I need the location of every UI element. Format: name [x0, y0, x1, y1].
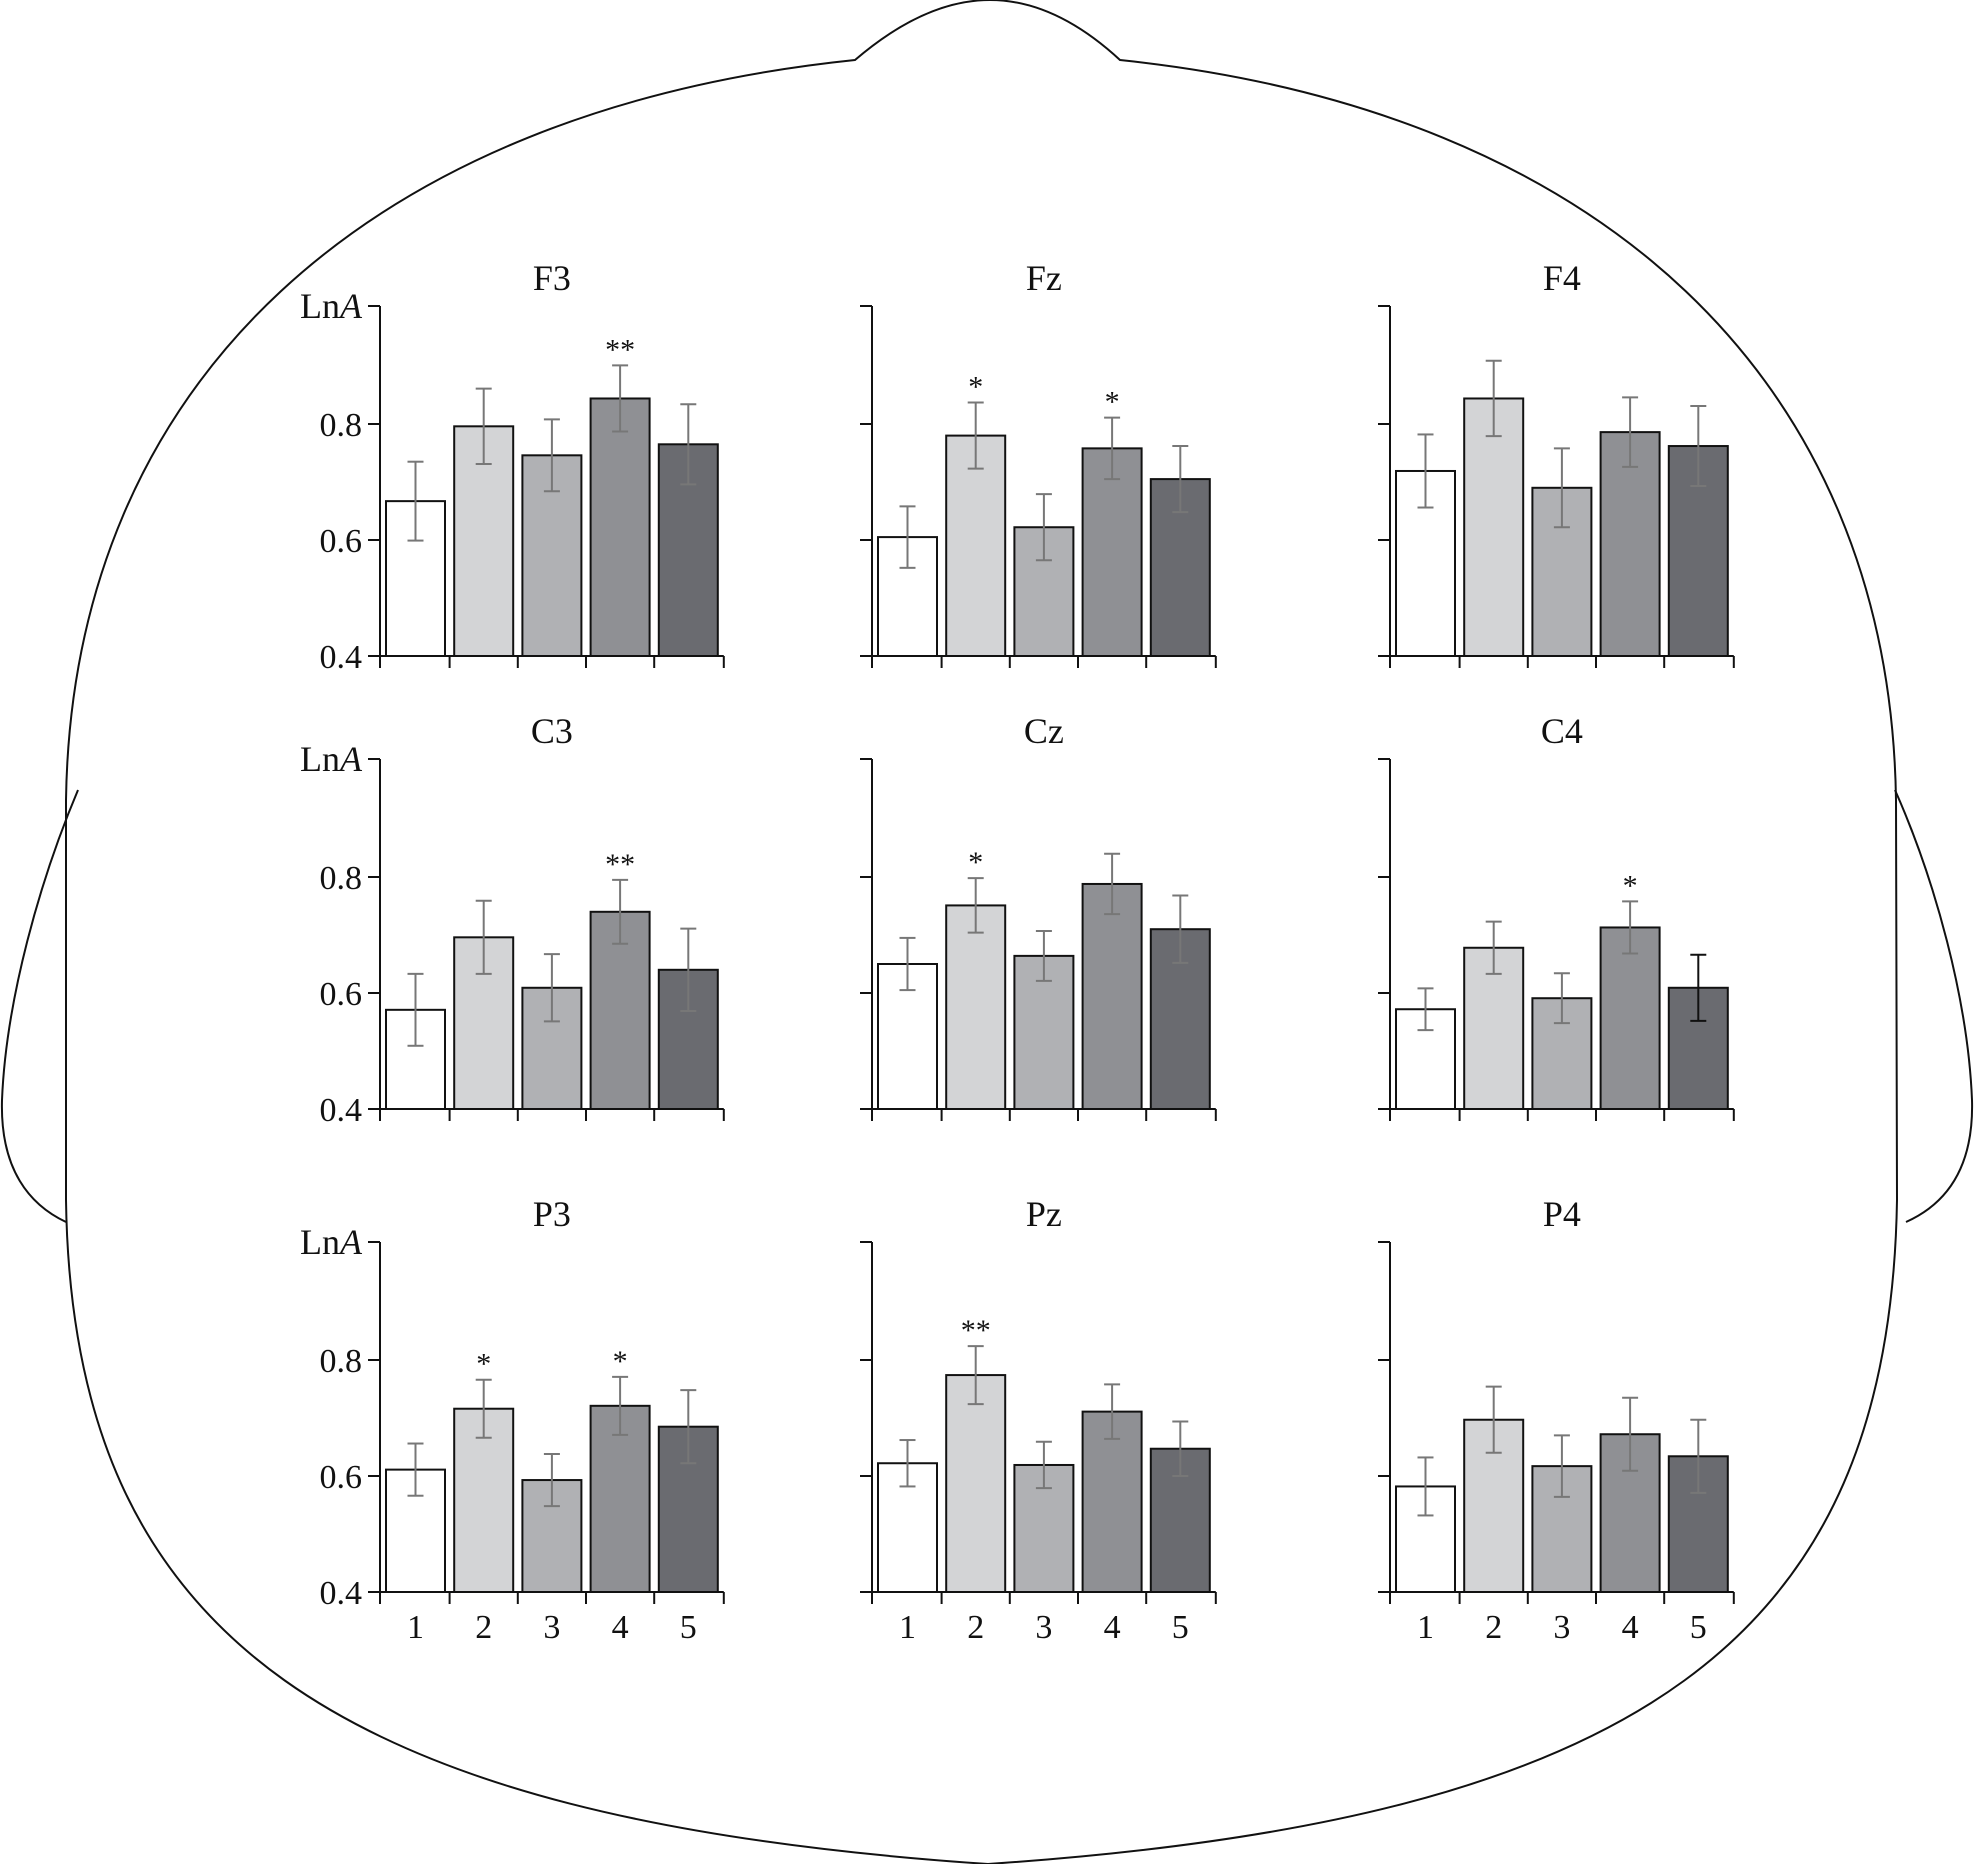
- bar: [1463, 397, 1525, 657]
- y-tick-label: 0.4: [320, 1575, 363, 1612]
- significance-marker: *: [968, 846, 983, 879]
- head-outline: [65, 0, 1899, 1864]
- panel-title: C3: [531, 711, 573, 751]
- x-tick-label: 5: [680, 1609, 697, 1646]
- x-tick-label: 4: [1104, 1609, 1121, 1646]
- significance-marker: **: [605, 848, 635, 881]
- y-axis-label: LnA: [300, 286, 363, 326]
- panel-title: Pz: [1026, 1194, 1062, 1234]
- bar: [453, 425, 515, 657]
- y-axis-label-prefix: Ln: [300, 286, 340, 326]
- x-tick-label: 5: [1172, 1609, 1189, 1646]
- y-axis-label-prefix: Ln: [300, 739, 340, 779]
- bar: [589, 397, 651, 657]
- right-ear-outline: [1894, 789, 1974, 1223]
- y-axis-label-variable: A: [338, 1222, 363, 1262]
- bar: [1081, 882, 1143, 1111]
- significance-marker: *: [613, 1345, 628, 1378]
- x-tick-label: 5: [1690, 1609, 1707, 1646]
- significance-marker: *: [968, 371, 983, 404]
- y-tick-label: 0.4: [320, 1092, 363, 1129]
- x-tick-label: 3: [1553, 1609, 1570, 1646]
- panel-title: C4: [1541, 711, 1583, 751]
- chart-panel-fz: Fz * *: [860, 258, 1217, 668]
- y-axis-label-prefix: Ln: [300, 1222, 340, 1262]
- y-tick-label: 0.8: [320, 407, 363, 444]
- y-axis-label-variable: A: [338, 739, 363, 779]
- y-axis-label-variable: A: [338, 286, 363, 326]
- x-tick-label: 3: [1035, 1609, 1052, 1646]
- panel-title: P3: [533, 1194, 571, 1234]
- x-tick-label: 3: [543, 1609, 560, 1646]
- y-axis-label: LnA: [300, 1222, 363, 1262]
- bar: [1599, 926, 1661, 1111]
- panel-title: F3: [533, 258, 571, 298]
- panel-title: Cz: [1024, 711, 1064, 751]
- significance-marker: **: [605, 333, 635, 366]
- y-tick-label: 0.6: [320, 523, 363, 560]
- x-tick-label: 1: [899, 1609, 916, 1646]
- bar: [1081, 1410, 1143, 1593]
- x-tick-label: 2: [1485, 1609, 1502, 1646]
- bar: [945, 434, 1007, 657]
- x-tick-label: 4: [612, 1609, 629, 1646]
- panel-title: F4: [1543, 258, 1581, 298]
- bar: [385, 500, 446, 658]
- significance-marker: *: [476, 1348, 491, 1381]
- significance-marker: **: [961, 1314, 991, 1347]
- y-tick-label: 0.4: [320, 639, 363, 676]
- y-tick-label: 0.6: [320, 976, 363, 1013]
- x-tick-label: 2: [967, 1609, 984, 1646]
- bar: [945, 904, 1007, 1110]
- x-tick-label: 4: [1622, 1609, 1639, 1646]
- chart-panel-p3: 0.4 0.6 0.8 LnA P3 1 * 2 3 * 4 5: [300, 1194, 725, 1646]
- x-tick-label: 1: [1417, 1609, 1434, 1646]
- bar: [589, 1404, 651, 1593]
- x-tick-label: 2: [475, 1609, 492, 1646]
- significance-marker: *: [1623, 869, 1638, 902]
- x-tick-label: 1: [407, 1609, 424, 1646]
- chart-panel-c4: C4 *: [1378, 711, 1735, 1121]
- chart-panel-cz: Cz *: [860, 711, 1217, 1121]
- bar: [453, 1407, 515, 1593]
- chart-panel-f4: F4: [1378, 258, 1735, 668]
- y-tick-label: 0.8: [320, 860, 363, 897]
- panel-title: Fz: [1026, 258, 1062, 298]
- chart-panel-pz: Pz 1 ** 2 3 4 5: [860, 1194, 1217, 1646]
- chart-panel-p4: P4 1 2 3 4 5: [1378, 1194, 1735, 1646]
- bar: [1599, 431, 1661, 657]
- y-tick-label: 0.6: [320, 1459, 363, 1496]
- y-tick-label: 0.8: [320, 1343, 363, 1380]
- bar: [945, 1374, 1007, 1593]
- chart-panel-c3: 0.4 0.6 0.8 LnA C3 **: [300, 711, 725, 1129]
- y-axis-label: LnA: [300, 739, 363, 779]
- chart-panel-f3: 0.4 0.6 0.8 LnA F3 **: [300, 258, 725, 676]
- panel-title: P4: [1543, 1194, 1581, 1234]
- significance-marker: *: [1105, 386, 1120, 419]
- left-ear-outline: [0, 789, 79, 1223]
